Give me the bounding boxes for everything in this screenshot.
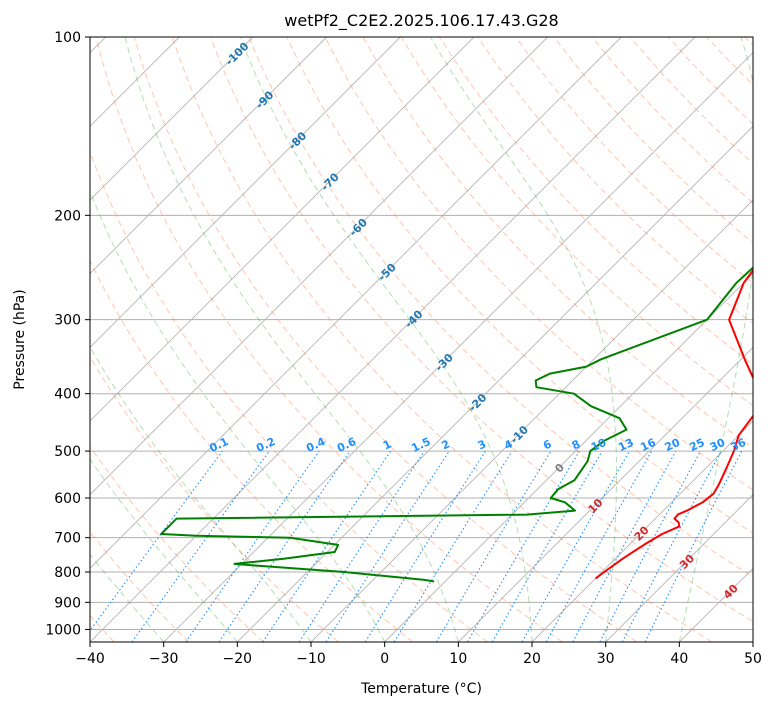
mixing-ratio-label: 20 [663,436,683,454]
y-tick-label: 1000 [45,622,81,638]
x-tick-label: 10 [449,651,467,667]
x-tick-label: 0 [380,651,389,667]
plot-frame [89,36,754,643]
mixing-ratio-label: 25 [687,436,706,454]
mixing-ratio-line [325,450,450,642]
mixing-ratio-line [131,450,270,642]
isotherm-0 [384,273,753,642]
mixing-ratio-label: 13 [616,436,635,454]
mixing-ratio-line [262,450,392,642]
mixing-ratio-label: 10 [589,436,609,454]
y-tick-label: 300 [54,313,81,329]
x-tick-label: 50 [744,651,762,667]
mixing-ratio-line [298,450,425,642]
dry-adiabat [324,37,753,491]
temperature-profile [595,268,753,580]
x-tick-label: 40 [670,651,688,667]
dry-adiabat [248,37,753,578]
isotherm-10 [458,346,753,642]
mixing-ratio-line [185,450,320,642]
isotherm--90 [90,37,327,275]
isotherm--60 [90,37,548,496]
isotherm--50 [90,37,622,569]
dry-adiabat [286,37,753,534]
moist-adiabat [239,37,533,642]
moist-adiabat [90,345,312,642]
mixing-ratio-line [545,450,653,642]
mixing-ratio-line [393,450,513,642]
isotherm-20 [531,420,753,642]
x-tick-label: −30 [149,651,179,667]
isotherm--30 [163,52,753,642]
y-axis-title: Pressure (hPa) [12,289,28,389]
dry-adiabat [133,37,638,642]
y-tick-label: 500 [54,444,81,460]
isotherm-30 [605,494,753,642]
x-tick-label: −40 [75,651,105,667]
mixing-ratio-line [521,450,630,642]
y-tick-label: 400 [54,387,81,403]
x-tick-label: −10 [296,651,326,667]
dry-adiabat [210,37,753,623]
moist-adiabat [124,37,459,642]
dry-adiabat [90,445,264,642]
mixing-ratio-label: 30 [708,436,728,454]
y-tick-label: 200 [54,208,81,224]
mixing-ratio-label: 36 [729,436,749,454]
x-tick-label: 30 [597,651,615,667]
moist-adiabat [90,458,238,642]
moist-adiabat [90,553,165,642]
dewpoint-profile [160,266,753,583]
mixing-ratio-line [644,450,743,642]
isotherm--80 [90,37,401,348]
y-tick-label: 700 [54,531,81,547]
dry-adiabat [90,259,414,642]
y-tick-label: 100 [54,30,81,46]
isotherm--70 [90,37,475,422]
y-tick-label: 900 [54,595,81,611]
mixing-ratio-line [218,450,351,642]
x-axis-title: Temperature (°C) [360,681,482,697]
moist-adiabat [90,189,386,642]
moist-adiabat [430,37,617,642]
mixing-ratio-line [90,450,223,632]
isotherm--100 [90,37,254,201]
x-tick-label: 20 [523,651,541,667]
mixing-ratio-label: 16 [638,436,658,454]
profile-lines [160,266,753,583]
isotherm--10 [310,199,753,642]
background-lines [90,37,753,642]
dry-adiabat [90,356,339,642]
dry-adiabat [171,37,712,642]
isotherm--40 [90,37,696,642]
dry-adiabat [95,37,563,642]
moist-adiabat [678,37,753,642]
isotherm--20 [237,125,753,642]
chart-title: wetPf2_C2E2.2025.106.17.43.G28 [284,11,558,31]
y-tick-label: 800 [54,565,81,581]
dry-adiabat [515,37,753,284]
y-tick-label: 600 [54,491,81,507]
axis-ticks: −40 −30 −20 −10 0 10 20 30 40 50 100 200 300 400 500 60… [45,30,762,667]
x-tick-label: −20 [223,651,253,667]
